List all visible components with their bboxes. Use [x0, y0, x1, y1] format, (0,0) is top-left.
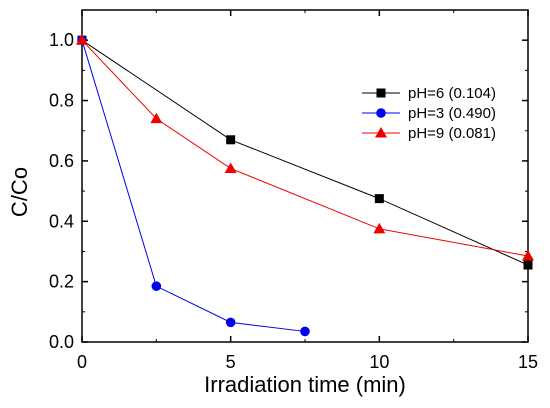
x-tick-label: 15	[518, 352, 538, 372]
series-0	[77, 35, 533, 270]
data-point	[225, 317, 236, 328]
data-point	[76, 34, 88, 45]
x-tick-label: 0	[77, 352, 87, 372]
data-point	[300, 326, 310, 337]
data-point	[374, 194, 384, 204]
series-layer	[76, 34, 534, 337]
data-point	[224, 162, 237, 173]
data-point	[150, 112, 163, 124]
legend-marker	[376, 88, 386, 98]
x-tick-label: 5	[226, 352, 236, 372]
data-point	[373, 222, 386, 234]
plot-border	[81, 9, 529, 343]
series-1	[77, 35, 310, 337]
y-tick-label: 1.0	[49, 30, 74, 50]
series-2	[76, 34, 534, 261]
series-line	[81, 39, 529, 257]
x-axis-label: Irradiation time (min)	[204, 372, 406, 397]
legend: pH=6 (0.104) pH=3 (0.490) pH=9 (0.081)	[362, 85, 496, 142]
y-tick-label: 0.2	[49, 272, 74, 292]
legend-label: pH=3 (0.490)	[408, 105, 496, 122]
y-tick-label: 0.4	[49, 211, 74, 231]
x-tick-label: 10	[369, 352, 389, 372]
y-axis-label: C/Co	[7, 167, 32, 217]
data-point	[523, 260, 533, 270]
plot-frame	[81, 9, 529, 343]
x-axis: 0 5 10 15	[77, 10, 538, 372]
legend-label: pH=6 (0.104)	[408, 85, 496, 102]
legend-marker	[376, 108, 386, 118]
series-line	[81, 39, 529, 266]
y-tick-label: 0.0	[49, 332, 74, 352]
data-point	[151, 281, 162, 291]
y-axis: 0.0 0.2 0.4 0.6 0.8 1.0	[49, 9, 528, 352]
y-tick-label: 0.8	[49, 91, 74, 111]
y-tick-label: 0.6	[49, 151, 74, 171]
legend-marker	[375, 127, 387, 138]
data-point	[226, 135, 236, 145]
data-point	[522, 249, 534, 261]
series-line	[81, 40, 306, 332]
legend-label: pH=9 (0.081)	[408, 125, 496, 142]
